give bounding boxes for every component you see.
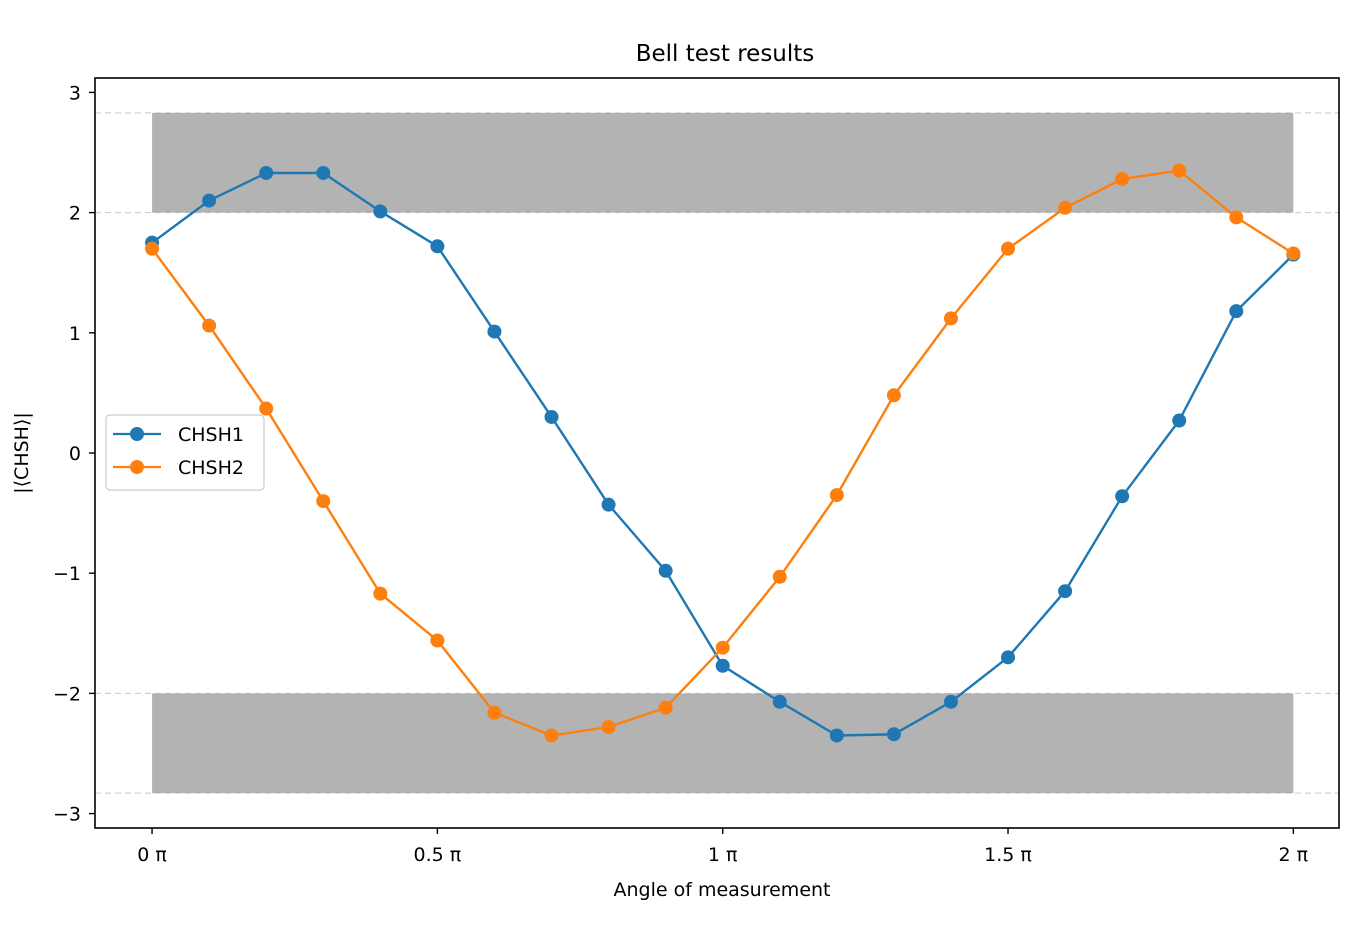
- y-tick-label: 2: [69, 203, 81, 225]
- data-point-chsh2: [202, 318, 217, 333]
- series-layer: [145, 163, 1301, 743]
- legend-marker-chsh2: [130, 460, 144, 474]
- data-point-chsh2: [829, 488, 844, 503]
- y-axis: 3 2 1 0 −1 −2 −3: [53, 82, 95, 826]
- data-point-chsh2: [1058, 200, 1073, 215]
- data-point-chsh1: [430, 239, 445, 254]
- y-tick-label: −3: [53, 804, 81, 826]
- data-point-chsh2: [601, 720, 616, 735]
- data-point-chsh1: [715, 658, 730, 673]
- x-tick-label: 0.5 π: [414, 844, 462, 866]
- data-point-chsh1: [886, 727, 901, 742]
- data-point-chsh2: [943, 311, 958, 326]
- data-point-chsh2: [316, 494, 331, 509]
- data-point-chsh1: [658, 563, 673, 578]
- data-point-chsh2: [1115, 171, 1130, 186]
- data-point-chsh2: [259, 401, 274, 416]
- data-point-chsh1: [544, 409, 559, 424]
- y-tick-label: −2: [53, 683, 81, 705]
- y-tick-label: 1: [69, 323, 81, 345]
- x-tick-label: 2 π: [1279, 844, 1309, 866]
- y-tick-label: −1: [53, 563, 81, 585]
- data-point-chsh1: [1172, 413, 1187, 428]
- data-point-chsh1: [373, 204, 388, 219]
- data-point-chsh2: [487, 705, 502, 720]
- shaded-bands: [152, 112, 1294, 794]
- data-point-chsh2: [886, 388, 901, 403]
- data-point-chsh2: [430, 633, 445, 648]
- data-point-chsh1: [316, 165, 331, 180]
- legend: CHSH1 CHSH2: [105, 414, 265, 491]
- data-point-chsh2: [772, 569, 787, 584]
- data-point-chsh1: [1115, 489, 1130, 504]
- data-point-chsh2: [1001, 241, 1016, 256]
- data-point-chsh2: [145, 241, 160, 256]
- reference-lines: [95, 112, 1339, 794]
- chart-title: Bell test results: [636, 41, 815, 67]
- data-point-chsh2: [715, 640, 730, 655]
- y-axis-label: |⟨CHSH⟩|: [11, 412, 33, 494]
- data-point-chsh1: [487, 324, 502, 339]
- legend-marker-chsh1: [130, 427, 144, 441]
- data-point-chsh1: [772, 694, 787, 709]
- data-point-chsh2: [544, 728, 559, 743]
- series-chsh2: [145, 163, 1301, 743]
- y-tick-label: 3: [69, 82, 81, 104]
- data-point-chsh1: [202, 193, 217, 208]
- shaded-band-2: [152, 693, 1294, 794]
- data-point-chsh1: [1001, 650, 1016, 665]
- x-tick-label: 0 π: [137, 844, 167, 866]
- data-point-chsh1: [829, 728, 844, 743]
- x-axis-label: Angle of measurement: [613, 879, 830, 901]
- data-point-chsh2: [373, 586, 388, 601]
- legend-label-chsh2: CHSH2: [178, 457, 244, 479]
- x-axis: 0 π 0.5 π 1 π 1.5 π 2 π: [137, 828, 1308, 866]
- shaded-band-1: [152, 112, 1294, 213]
- legend-label-chsh1: CHSH1: [178, 424, 244, 446]
- data-point-chsh1: [1229, 304, 1244, 319]
- data-point-chsh1: [259, 165, 274, 180]
- x-tick-label: 1.5 π: [984, 844, 1032, 866]
- x-tick-label: 1 π: [708, 844, 738, 866]
- data-point-chsh1: [601, 497, 616, 512]
- data-point-chsh2: [1229, 210, 1244, 225]
- data-point-chsh2: [658, 700, 673, 715]
- data-point-chsh1: [943, 694, 958, 709]
- data-point-chsh2: [1172, 163, 1187, 178]
- data-point-chsh1: [1058, 584, 1073, 599]
- y-tick-label: 0: [69, 443, 81, 465]
- series-chsh1: [145, 165, 1301, 743]
- data-point-chsh2: [1286, 246, 1301, 261]
